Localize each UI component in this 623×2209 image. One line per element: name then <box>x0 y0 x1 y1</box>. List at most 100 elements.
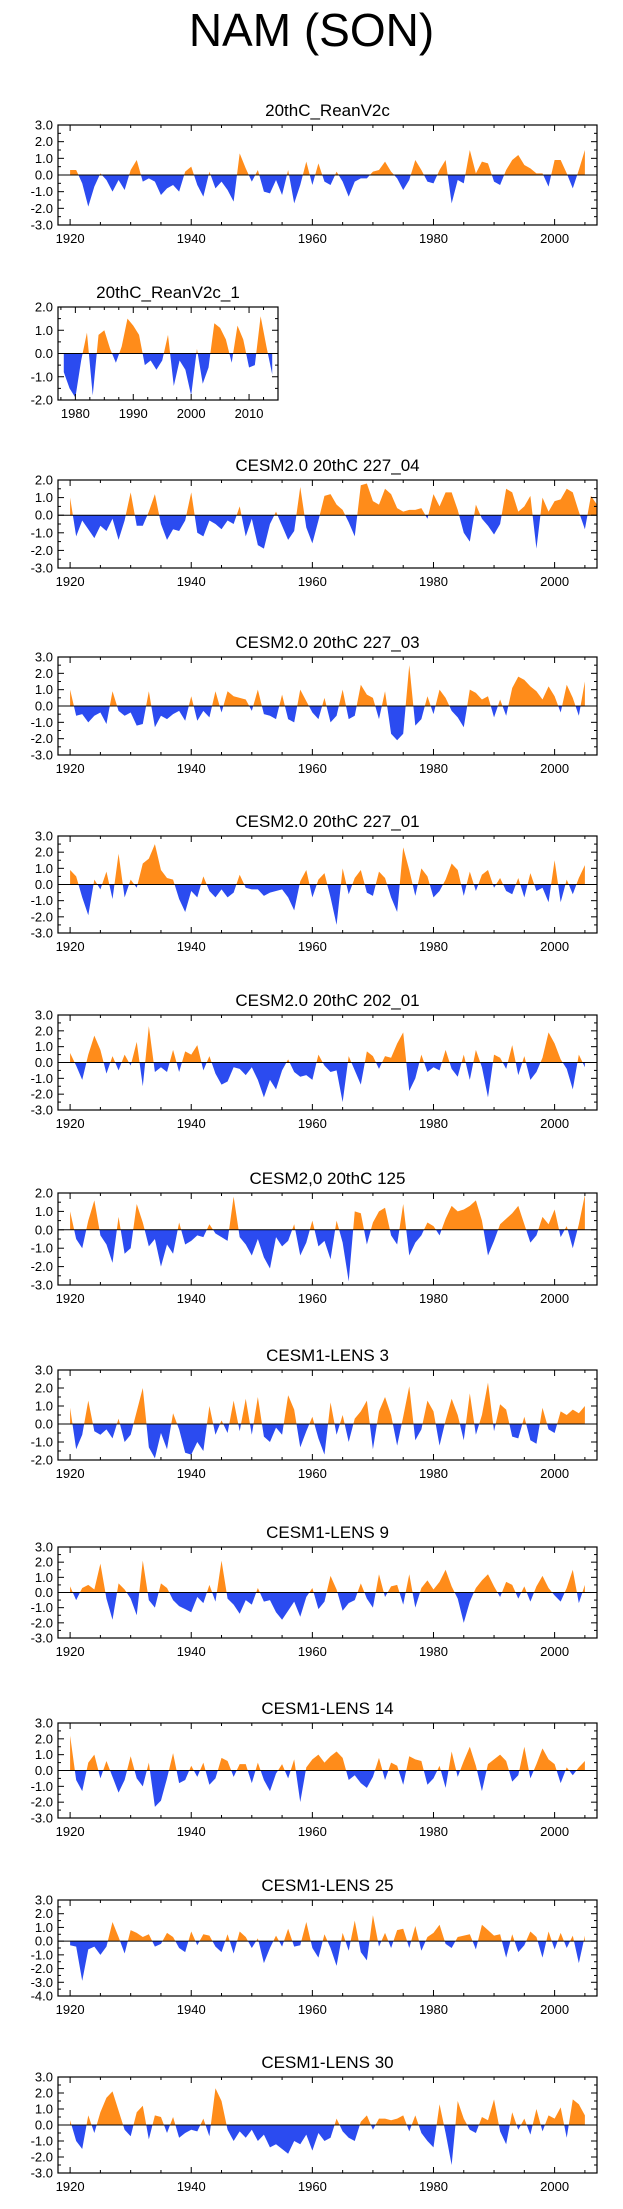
x-tick-label: 1920 <box>56 1644 85 1659</box>
y-tick-label: 2.0 <box>35 1906 53 1921</box>
y-tick-label: 1.0 <box>35 1039 53 1054</box>
y-tick-label: -2.0 <box>31 731 53 746</box>
x-tick-label: 1960 <box>298 761 327 776</box>
x-tick-label: 1940 <box>177 939 206 954</box>
x-tick-label: 1940 <box>177 2002 206 2017</box>
y-tick-label: -2.0 <box>31 909 53 924</box>
y-tick-label: 0.0 <box>35 1585 53 1600</box>
negative-anomaly-area <box>70 2125 585 2165</box>
chart-panel-1: 20thC_ReanV2c 1920 1940 1960 1980 2000 -3.0 -2.… <box>31 101 598 246</box>
y-tick-label: -3.0 <box>31 1975 53 1990</box>
x-tick-label: 2000 <box>540 1291 569 1306</box>
y-tick-label: -4.0 <box>31 1989 53 2004</box>
panel-title: CESM2.0 20thC 227_03 <box>235 633 419 652</box>
y-tick-label: 1.0 <box>35 151 53 166</box>
y-tick-label: -2.0 <box>31 1087 53 1102</box>
x-tick-label: 1920 <box>56 574 85 589</box>
x-tick-label: 1940 <box>177 1466 206 1481</box>
y-tick-label: 1.0 <box>35 1399 53 1414</box>
y-tick-label: -1.0 <box>31 369 53 384</box>
x-tick-label: 1920 <box>56 1824 85 1839</box>
y-tick-label: 3.0 <box>35 650 53 665</box>
x-tick-label: 1920 <box>56 761 85 776</box>
y-tick-label: 1.0 <box>35 490 53 505</box>
y-tick-label: 3.0 <box>35 1008 53 1023</box>
y-tick-label: 1.0 <box>35 861 53 876</box>
y-tick-label: -2.0 <box>31 1615 53 1630</box>
y-tick-label: -1.0 <box>31 893 53 908</box>
x-tick-label: 1940 <box>177 1644 206 1659</box>
y-tick-label: 0.0 <box>35 346 53 361</box>
chart-panel-5: CESM2.0 20thC 227_01 1920 1940 1960 1980 2000… <box>31 812 598 954</box>
x-tick-label: 2000 <box>540 231 569 246</box>
x-tick-label: 1920 <box>56 1116 85 1131</box>
negative-anomaly-area <box>70 1592 585 1623</box>
y-tick-label: -2.0 <box>31 2150 53 2165</box>
x-tick-label: 1960 <box>298 1644 327 1659</box>
panel-title: CESM2.0 20thC 202_01 <box>235 991 419 1010</box>
x-tick-label: 1920 <box>56 2179 85 2194</box>
y-tick-label: 0.0 <box>35 1934 53 1949</box>
x-tick-label: 1940 <box>177 1291 206 1306</box>
x-tick-label: 1920 <box>56 2002 85 2017</box>
y-tick-label: -2.0 <box>31 393 53 408</box>
negative-anomaly-area <box>70 706 585 741</box>
y-tick-label: -1.0 <box>31 1241 53 1256</box>
y-tick-label: 0.0 <box>35 168 53 183</box>
y-tick-label: 2.0 <box>35 473 53 488</box>
x-tick-label: 1980 <box>419 231 448 246</box>
x-tick-label: 1980 <box>419 1466 448 1481</box>
panel-title: CESM2,0 20thC 125 <box>250 1169 406 1188</box>
y-tick-label: 3.0 <box>35 1363 53 1378</box>
panel-title: CESM1-LENS 25 <box>261 1876 393 1895</box>
positive-anomaly-area <box>63 316 273 354</box>
y-tick-label: -2.0 <box>31 201 53 216</box>
y-tick-label: 2.0 <box>35 1555 53 1570</box>
x-tick-label: 2000 <box>540 2002 569 2017</box>
y-tick-label: -1.0 <box>31 2134 53 2149</box>
x-tick-label: 1960 <box>298 1466 327 1481</box>
y-tick-label: 0.0 <box>35 699 53 714</box>
y-tick-label: 1.0 <box>35 323 53 338</box>
y-tick-label: 3.0 <box>35 1716 53 1731</box>
y-tick-label: 3.0 <box>35 1893 53 1908</box>
chart-panel-7: CESM2,0 20thC 125 1920 1940 1960 1980 2000 -3.… <box>31 1169 598 1306</box>
y-tick-label: 0.0 <box>35 508 53 523</box>
y-tick-label: 0.0 <box>35 2118 53 2133</box>
y-tick-label: 3.0 <box>35 118 53 133</box>
panel-title: CESM1-LENS 14 <box>261 1699 393 1718</box>
x-tick-label: 1940 <box>177 1116 206 1131</box>
x-tick-label: 1980 <box>419 1116 448 1131</box>
y-tick-label: -1.0 <box>31 184 53 199</box>
y-tick-label: 0.0 <box>35 1222 53 1237</box>
positive-anomaly-area <box>70 1915 585 1942</box>
y-tick-label: -1.0 <box>31 525 53 540</box>
panel-title: CESM2.0 20thC 227_04 <box>235 456 419 475</box>
x-tick-label: 2000 <box>177 406 206 421</box>
y-tick-label: -2.0 <box>31 543 53 558</box>
negative-anomaly-area <box>63 353 273 398</box>
y-tick-label: -1.0 <box>31 1071 53 1086</box>
y-tick-label: -2.0 <box>31 1259 53 1274</box>
x-tick-label: 1960 <box>298 1116 327 1131</box>
y-tick-label: 2.0 <box>35 845 53 860</box>
negative-anomaly-area <box>70 175 585 207</box>
positive-anomaly-area <box>70 150 585 175</box>
positive-anomaly-area <box>70 2088 585 2125</box>
chart-panel-10: CESM1-LENS 14 1920 1940 1960 1980 2000 -3.0-2.… <box>31 1699 598 1839</box>
x-tick-label: 1990 <box>119 406 148 421</box>
negative-anomaly-area <box>70 1941 585 1981</box>
y-tick-label: 2.0 <box>35 2086 53 2101</box>
chart-panel-12: CESM1-LENS 30 1920 1940 1960 1980 2000 -3.0-2.… <box>31 2053 598 2194</box>
y-tick-label: -1.0 <box>31 1779 53 1794</box>
negative-anomaly-area <box>70 1229 585 1282</box>
x-tick-label: 1980 <box>419 761 448 776</box>
y-tick-label: 3.0 <box>35 1540 53 1555</box>
negative-anomaly-area <box>70 1770 585 1807</box>
x-tick-label: 1920 <box>56 1291 85 1306</box>
x-tick-label: 1980 <box>419 2179 448 2194</box>
x-tick-label: 1980 <box>419 1291 448 1306</box>
panel-title: 20thC_ReanV2c <box>265 101 390 120</box>
y-tick-label: 3.0 <box>35 2070 53 2085</box>
x-tick-label: 1960 <box>298 2002 327 2017</box>
